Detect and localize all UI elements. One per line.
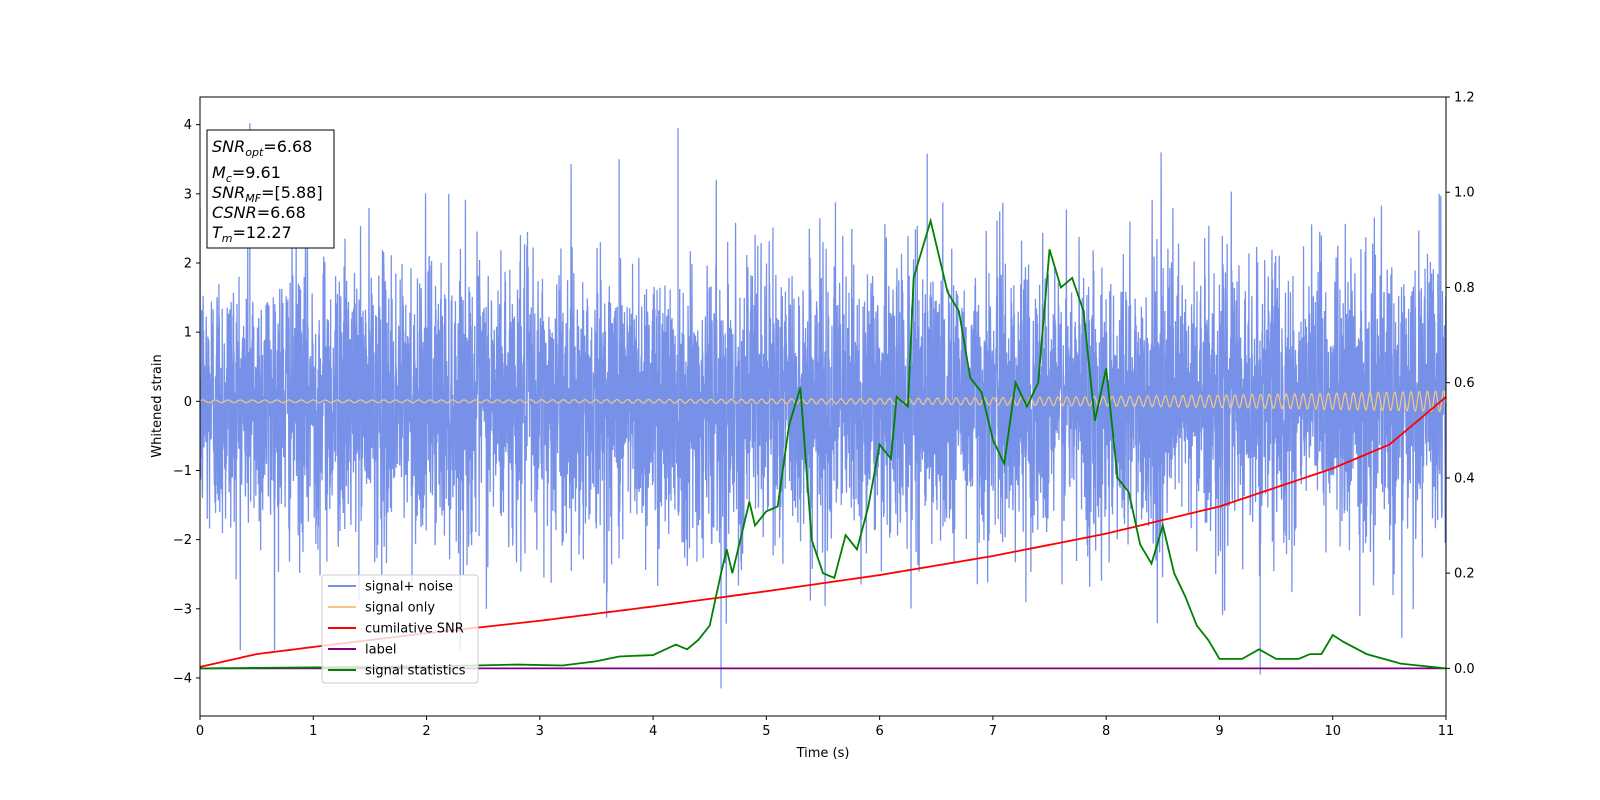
y-tick-label: −4 — [173, 671, 192, 686]
y2-tick-label: 1.2 — [1454, 91, 1475, 106]
y2-tick-label: 0.0 — [1454, 662, 1475, 677]
signal-noise-line — [200, 152, 1446, 651]
annotation-line: Mc=9.61 — [212, 163, 281, 185]
x-tick-label: 5 — [762, 724, 770, 739]
y2-axis: 0.0 0.2 0.4 0.6 0.8 1.0 1.2 — [1446, 91, 1475, 677]
y-axis-label: Whitened strain — [150, 354, 165, 457]
x-tick-label: 8 — [1102, 724, 1110, 739]
annotation-line: CSNR=6.68 — [212, 203, 306, 222]
legend-label: signal statistics — [365, 664, 466, 679]
x-tick-label: 1 — [309, 724, 317, 739]
legend-label: signal+ noise — [365, 580, 453, 595]
y-axis: −4 −3 −2 −1 0 1 2 3 4 — [173, 118, 200, 686]
y2-tick-label: 0.6 — [1454, 376, 1475, 391]
x-tick-label: 9 — [1215, 724, 1223, 739]
x-tick-label: 2 — [422, 724, 430, 739]
plot-frame — [199, 96, 1447, 717]
annotation-box: SNRopt=6.68 Mc=9.61SNRMF=[5.88]CSNR=6.68T… — [206, 129, 335, 249]
y2-tick-label: 1.0 — [1454, 186, 1475, 201]
x-tick-label: 4 — [649, 724, 657, 739]
annotation-line: SNRopt=6.68 — [212, 137, 312, 159]
y-tick-label: −2 — [173, 533, 192, 548]
x-tick-label: 6 — [875, 724, 883, 739]
y-tick-label: 4 — [184, 118, 192, 133]
x-tick-label: 3 — [536, 724, 544, 739]
legend-label: label — [365, 643, 396, 658]
x-tick-label: 10 — [1324, 724, 1341, 739]
signal-statistics-line — [200, 217, 1446, 670]
x-tick-label: 11 — [1438, 724, 1455, 739]
legend-frame — [321, 574, 479, 684]
y-tick-label: −3 — [173, 602, 192, 617]
legend-label: signal only — [365, 601, 435, 616]
y-tick-label: 0 — [184, 395, 192, 410]
x-tick-label: 0 — [196, 724, 204, 739]
y-tick-label: 2 — [184, 256, 192, 271]
x-axis-label: Time (s) — [796, 746, 850, 761]
y2-tick-label: 0.4 — [1454, 471, 1475, 486]
legend-label: cumilative SNR — [365, 622, 464, 637]
annotation-frame — [206, 129, 335, 249]
x-tick-label: 7 — [989, 724, 997, 739]
annotation-line: SNRMF=[5.88] — [212, 183, 323, 205]
y-tick-label: 3 — [184, 187, 192, 202]
y2-tick-label: 0.8 — [1454, 281, 1475, 296]
annotation-line: Tm=12.27 — [212, 223, 292, 245]
y-tick-label: 1 — [184, 326, 192, 341]
signal-only-line — [200, 390, 1446, 413]
x-axis: 0 1 2 3 4 5 6 7 8 9 10 11 — [196, 716, 1454, 739]
y-tick-label: −1 — [173, 464, 192, 479]
y2-tick-label: 0.2 — [1454, 567, 1475, 582]
legend: signal+ noise signal only cumilative SNR la… — [321, 574, 479, 684]
